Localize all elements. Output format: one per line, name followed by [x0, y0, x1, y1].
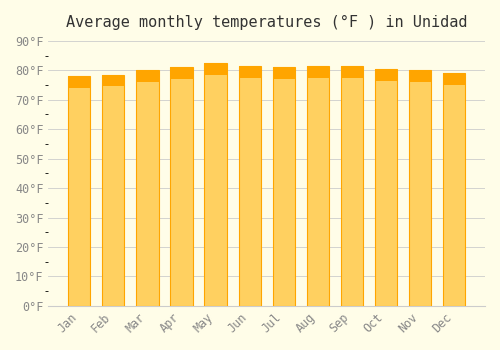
Bar — [409, 70, 431, 306]
Bar — [238, 66, 260, 306]
Bar — [170, 68, 192, 306]
Bar — [68, 76, 90, 306]
Bar — [170, 68, 192, 79]
Bar — [204, 63, 227, 306]
Bar — [375, 69, 397, 306]
Bar — [443, 73, 465, 85]
Bar — [306, 66, 329, 78]
Bar — [306, 66, 329, 306]
Bar — [136, 70, 158, 306]
Bar — [238, 66, 260, 78]
Bar — [341, 66, 363, 306]
Bar — [375, 69, 397, 81]
Bar — [272, 68, 295, 79]
Bar — [102, 75, 124, 86]
Bar — [409, 70, 431, 82]
Bar — [136, 70, 158, 82]
Bar — [68, 76, 90, 88]
Bar — [204, 63, 227, 75]
Bar — [102, 75, 124, 306]
Title: Average monthly temperatures (°F ) in Unidad: Average monthly temperatures (°F ) in Un… — [66, 15, 468, 30]
Bar — [341, 66, 363, 78]
Bar — [443, 73, 465, 306]
Bar — [272, 68, 295, 306]
